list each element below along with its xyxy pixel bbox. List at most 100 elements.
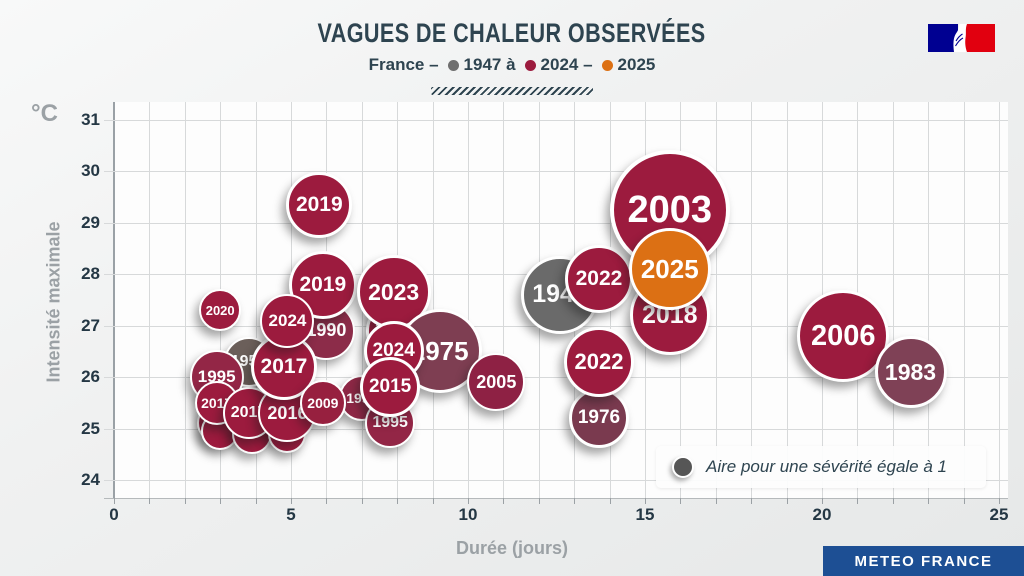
vertical-gridline bbox=[928, 102, 930, 498]
x-axis-label: Durée (jours) bbox=[455, 538, 569, 558]
y-tick-label-29: 29 bbox=[81, 212, 100, 232]
bubble-1983: 1983 bbox=[874, 336, 947, 408]
vertical-gridline bbox=[468, 102, 469, 498]
meteo-france-label: METEO FRANCE bbox=[854, 552, 993, 570]
legend-dot-1947-icon bbox=[447, 60, 459, 71]
bubble-1976: 1976 bbox=[568, 388, 629, 449]
bubble-2020: 2020 bbox=[199, 289, 242, 332]
x-axis-tick bbox=[574, 498, 576, 504]
y-axis-line bbox=[113, 102, 115, 498]
vertical-gridline bbox=[963, 102, 965, 498]
x-axis-tick bbox=[680, 498, 682, 504]
meteo-france-logo: METEO FRANCE bbox=[823, 546, 1024, 576]
bubble-2015: 2015 bbox=[360, 357, 421, 418]
vertical-gridline bbox=[149, 102, 151, 498]
horizontal-gridline bbox=[104, 171, 1008, 173]
bubble-year-label: 1976 bbox=[577, 407, 621, 429]
bubble-2022: 2022 bbox=[563, 326, 634, 397]
horizontal-gridline bbox=[104, 377, 1008, 379]
y-tick-label-24: 24 bbox=[81, 470, 100, 489]
bubble-year-label: 2017 bbox=[260, 354, 308, 378]
x-tick-label-0: 0 bbox=[109, 505, 119, 524]
x-axis-tick bbox=[397, 498, 399, 504]
vertical-gridline bbox=[892, 102, 894, 498]
bubble-year-label: 1995 bbox=[372, 414, 408, 432]
x-axis-tick bbox=[326, 498, 328, 504]
bubble-year-label: 2005 bbox=[476, 371, 517, 392]
x-tick-label-15: 15 bbox=[635, 505, 655, 524]
bubble-2025: 2025 bbox=[628, 228, 711, 311]
x-axis-tick bbox=[114, 498, 115, 504]
y-tick-label-27: 27 bbox=[81, 315, 100, 335]
legend-label-2025: 2025 bbox=[617, 55, 656, 74]
x-axis-tick bbox=[786, 498, 788, 504]
x-tick-label-5: 5 bbox=[286, 505, 296, 524]
vertical-gridline bbox=[255, 102, 257, 498]
legend-dot-2024-icon bbox=[524, 60, 536, 71]
vertical-gridline bbox=[999, 102, 1000, 498]
marianne-hair-icon bbox=[955, 33, 964, 47]
x-tick-label-10: 10 bbox=[458, 505, 478, 524]
vertical-gridline bbox=[184, 102, 186, 498]
x-axis-tick bbox=[503, 498, 505, 504]
x-axis-tick bbox=[291, 498, 292, 504]
severity-note-text: Aire pour une sévérité égale à 1 bbox=[706, 457, 947, 476]
marianne-profile-icon bbox=[953, 24, 967, 52]
x-axis-tick bbox=[857, 498, 859, 504]
legend-label-1947: 1947 à bbox=[463, 55, 516, 74]
legend-label-2024: 2024 – bbox=[540, 55, 593, 74]
bubble-year-label: 2019 bbox=[299, 272, 347, 296]
bubble-year-label: 2015 bbox=[368, 376, 412, 398]
y-tick-label-26: 26 bbox=[81, 367, 100, 387]
bubble-year-label: 2003 bbox=[627, 188, 713, 231]
bubble-year-label: 2025 bbox=[640, 253, 699, 284]
vertical-gridline bbox=[751, 102, 753, 498]
bubble-year-label: 2022 bbox=[575, 267, 623, 291]
bubble-year-label: 1983 bbox=[884, 358, 937, 385]
bubble-year-label: 2024 bbox=[372, 340, 415, 362]
x-axis-tick bbox=[715, 498, 717, 504]
x-axis-tick bbox=[609, 498, 611, 504]
bubble-year-label: 2024 bbox=[268, 310, 307, 330]
x-tick-label-20: 20 bbox=[812, 505, 832, 524]
x-tick-label-25: 25 bbox=[989, 505, 1009, 524]
bubble-year-label: 2006 bbox=[810, 319, 876, 352]
flag-blue-block bbox=[928, 24, 958, 52]
bubble-year-label: 2022 bbox=[574, 348, 624, 374]
bubble-year-label: 1990 bbox=[306, 320, 347, 341]
bubble-2005: 2005 bbox=[467, 353, 526, 412]
bubble-2019: 2019 bbox=[286, 171, 353, 238]
vertical-gridline bbox=[786, 102, 788, 498]
vertical-gridline bbox=[503, 102, 505, 498]
x-axis-tick bbox=[892, 498, 894, 504]
horizontal-gridline bbox=[104, 428, 1008, 430]
x-axis-tick bbox=[645, 498, 646, 504]
vertical-gridline bbox=[432, 102, 434, 498]
horizontal-gridline bbox=[104, 480, 1008, 481]
bubble-2009: 2009 bbox=[299, 379, 346, 426]
legend-dot-2025-icon bbox=[601, 60, 613, 71]
x-axis-tick bbox=[751, 498, 753, 504]
x-axis-tick bbox=[468, 498, 469, 504]
page-title: VAGUES DE CHALEUR OBSERVÉES bbox=[317, 18, 707, 48]
y-tick-label-28: 28 bbox=[81, 264, 100, 284]
flag-red-block bbox=[965, 24, 995, 52]
bubble-year-label: 2020 bbox=[205, 302, 235, 318]
x-axis-tick bbox=[963, 498, 965, 504]
french-government-logo bbox=[928, 24, 995, 52]
legend-prefix: France – bbox=[368, 55, 439, 74]
x-axis-tick bbox=[149, 498, 151, 504]
y-axis-unit: °C bbox=[31, 100, 58, 127]
bubble-2006: 2006 bbox=[797, 290, 890, 382]
bubble-year-label: 2016 bbox=[267, 402, 308, 423]
horizontal-gridline bbox=[104, 222, 1008, 224]
bubble-2022: 2022 bbox=[564, 245, 633, 314]
y-tick-label-31: 31 bbox=[81, 110, 100, 129]
x-axis-tick bbox=[999, 498, 1000, 504]
x-axis-tick bbox=[255, 498, 257, 504]
x-axis-tick bbox=[220, 498, 222, 504]
chart-legend: France – 1947 à 2024 – 2025 bbox=[0, 55, 1024, 75]
x-axis-tick bbox=[928, 498, 930, 504]
horizontal-gridline bbox=[104, 120, 1008, 121]
